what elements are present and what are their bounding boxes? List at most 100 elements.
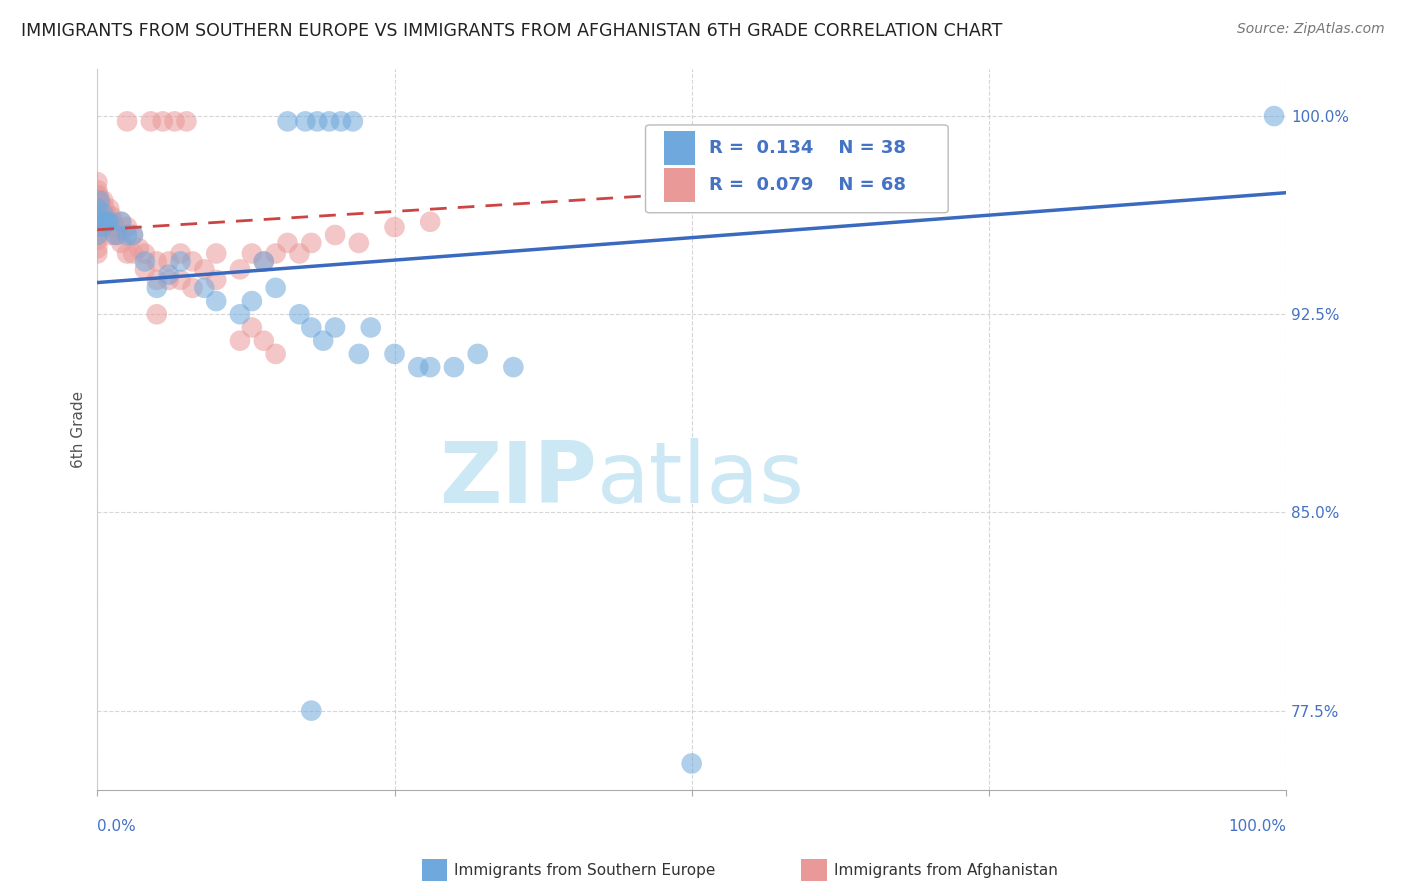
Point (94, 215, 117, 229)
Point (90, 202, 112, 216)
Point (205, 246, 228, 260)
Text: 100.0%: 100.0% (1227, 819, 1286, 834)
Point (110, 235, 132, 250)
Point (240, 320, 263, 334)
Point (299, 235, 322, 250)
Text: ZIP: ZIP (439, 438, 596, 521)
Point (342, 114, 364, 128)
Point (277, 235, 299, 250)
Point (146, 307, 169, 321)
Point (169, 246, 191, 260)
Point (181, 254, 204, 268)
Point (104, 220, 127, 235)
Point (87, 202, 110, 216)
Point (86, 207, 108, 221)
Point (86, 227, 108, 242)
Point (240, 294, 263, 309)
Point (110, 215, 132, 229)
Point (240, 246, 263, 260)
Point (100, 210, 122, 224)
Point (157, 273, 180, 287)
Point (86, 194, 108, 208)
Point (502, 360, 524, 375)
Point (288, 246, 311, 260)
Point (157, 268, 180, 282)
Point (89, 194, 111, 208)
Point (87, 188, 110, 202)
Point (681, 756, 703, 771)
Point (264, 246, 287, 260)
Point (384, 347, 406, 361)
Point (181, 281, 204, 295)
Point (229, 262, 252, 277)
Point (86, 227, 108, 242)
Point (146, 281, 169, 295)
Point (157, 254, 180, 268)
Point (277, 114, 299, 128)
Point (91, 215, 114, 229)
Point (288, 307, 311, 321)
Point (110, 215, 132, 229)
Point (253, 334, 276, 348)
Point (163, 114, 186, 128)
Point (294, 114, 316, 128)
Point (347, 347, 370, 361)
Text: Immigrants from Afghanistan: Immigrants from Afghanistan (834, 863, 1057, 878)
Point (86, 220, 108, 235)
Point (96, 215, 118, 229)
Point (323, 227, 346, 242)
Point (264, 347, 287, 361)
Point (299, 320, 322, 334)
Point (105, 227, 128, 242)
Point (86, 241, 108, 255)
Point (323, 320, 346, 334)
Point (384, 220, 406, 235)
Point (98, 227, 121, 242)
Point (89, 194, 111, 208)
Point (193, 281, 215, 295)
Point (115, 220, 138, 235)
Point (134, 262, 156, 277)
Point (176, 114, 198, 128)
Point (134, 254, 156, 268)
Point (86, 202, 108, 216)
Point (443, 360, 465, 375)
Point (86, 183, 108, 197)
Point (146, 273, 169, 287)
Point (115, 114, 138, 128)
Point (122, 227, 145, 242)
Point (229, 307, 252, 321)
Point (91, 220, 114, 235)
Point (86, 233, 108, 247)
Point (122, 227, 145, 242)
Point (86, 202, 108, 216)
Point (93, 202, 115, 216)
Point (229, 334, 252, 348)
Point (90, 215, 112, 229)
Point (122, 246, 145, 260)
Point (312, 334, 335, 348)
Point (253, 254, 276, 268)
Point (134, 246, 156, 260)
Point (299, 704, 322, 718)
Point (93, 215, 115, 229)
Y-axis label: 6th Grade: 6th Grade (72, 391, 86, 467)
Point (152, 114, 174, 128)
Point (86, 246, 108, 260)
Point (253, 254, 276, 268)
Point (307, 114, 329, 128)
Point (347, 235, 370, 250)
Point (89, 207, 111, 221)
Point (360, 320, 382, 334)
Text: IMMIGRANTS FROM SOUTHERN EUROPE VS IMMIGRANTS FROM AFGHANISTAN 6TH GRADE CORRELA: IMMIGRANTS FROM SOUTHERN EUROPE VS IMMIG… (21, 22, 1002, 40)
Text: 0.0%: 0.0% (97, 819, 136, 834)
Point (128, 241, 150, 255)
Point (91, 194, 114, 208)
Text: R =  0.079    N = 68: R = 0.079 N = 68 (709, 176, 905, 194)
Text: R =  0.134    N = 38: R = 0.134 N = 38 (709, 139, 905, 157)
Point (86, 175, 108, 189)
Point (104, 227, 127, 242)
Point (169, 273, 191, 287)
Point (318, 114, 340, 128)
Point (467, 347, 489, 361)
